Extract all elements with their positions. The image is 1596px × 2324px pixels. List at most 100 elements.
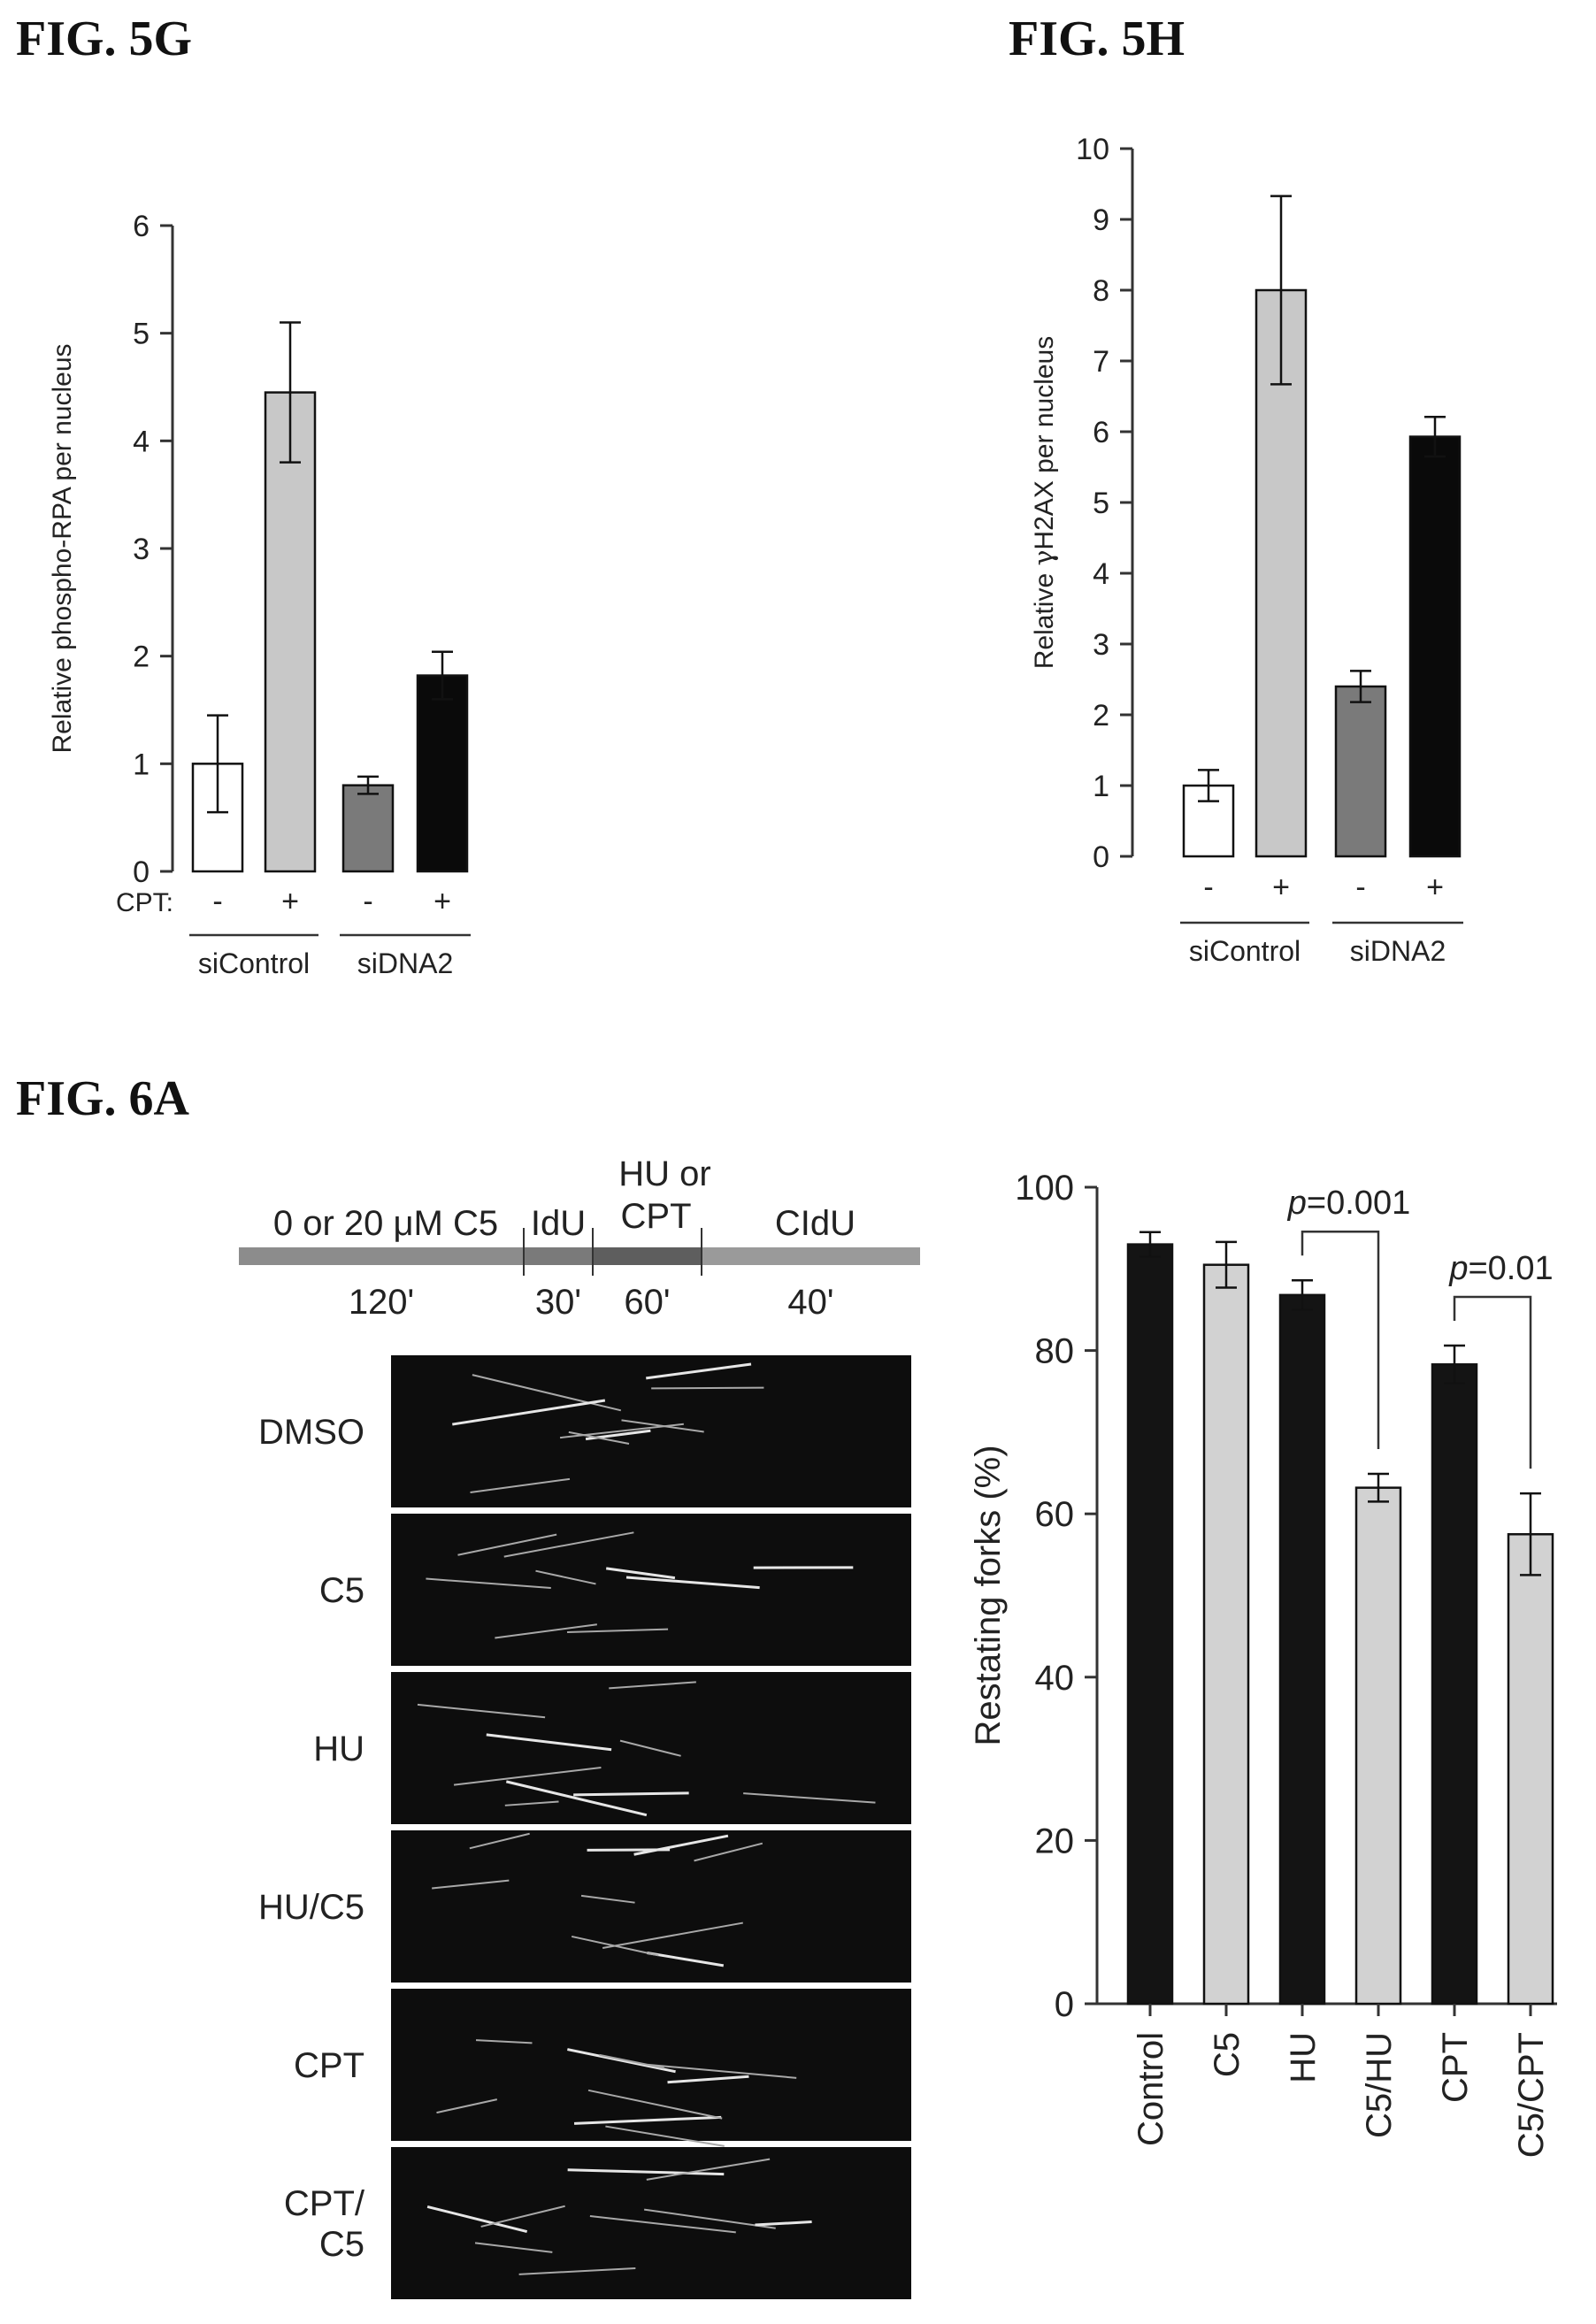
micrograph-label: CPT — [294, 2046, 364, 2085]
significance-bracket — [1301, 1230, 1380, 1449]
bar-cpt — [1431, 1363, 1478, 2006]
y-tick-label: 80 — [1035, 1332, 1075, 1371]
y-tick-label: 1 — [133, 748, 150, 781]
dna-fiber — [605, 2125, 725, 2147]
micrograph-background — [391, 1355, 911, 1507]
group-label: siDNA2 — [1350, 935, 1446, 967]
category-label: + — [1426, 871, 1444, 904]
bar-c5-hu — [1354, 1486, 1402, 2006]
timeline-duration: 30' — [535, 1283, 581, 1322]
dna-fiber — [472, 1374, 622, 1412]
timeline-duration: 40' — [787, 1283, 833, 1322]
micrograph-panel — [391, 1355, 911, 1507]
dna-fiber — [646, 1362, 752, 1380]
y-tick-label: 60 — [1035, 1495, 1075, 1534]
dna-fiber — [567, 2048, 676, 2074]
category-label: - — [1355, 871, 1365, 904]
p-value-label: p=0.001 — [1287, 1185, 1410, 1222]
micrograph-label: C5 — [319, 1571, 364, 1610]
dna-fiber — [667, 2075, 749, 2084]
y-axis-label: Restating forks (%) — [969, 1445, 1008, 1745]
dna-fiber — [694, 1842, 763, 1862]
y-tick-label: 4 — [1093, 557, 1109, 591]
dna-fiber — [602, 1921, 743, 1949]
micrograph-label: HU/C5 — [258, 1888, 364, 1927]
bar-3 — [1408, 435, 1462, 858]
micrograph-panel — [391, 1830, 911, 1983]
dna-fiber — [567, 2168, 725, 2176]
micrograph-panels: DMSO C5 HU HU/C5 CPT CPT/C5 — [258, 1355, 911, 2299]
category-label: - — [212, 885, 222, 918]
dna-fiber — [743, 1792, 876, 1804]
micrograph-background — [391, 1514, 911, 1666]
dna-fiber — [518, 2266, 636, 2275]
dna-fiber — [417, 1703, 546, 1719]
dna-fiber — [503, 1531, 634, 1558]
bar-2 — [341, 784, 395, 873]
timeline-label: CIdU — [775, 1204, 856, 1243]
dna-fiber — [619, 1739, 681, 1757]
y-tick-label: 7 — [1093, 345, 1109, 379]
dna-fiber — [470, 1477, 571, 1493]
dna-fiber — [651, 1386, 764, 1390]
y-tick-label: 2 — [1093, 699, 1109, 732]
dna-fiber — [605, 1567, 676, 1580]
fig-6a-chart: 0 20 40 60 80 100 Restating forks (%) Control C5… — [969, 1169, 1557, 2158]
bar-2 — [1334, 685, 1387, 858]
fig-5h-label: FIG. 5H — [1009, 12, 1185, 66]
timeline-segment-2 — [593, 1247, 702, 1265]
fig-6a-label: FIG. 6A — [16, 1071, 189, 1126]
dna-fiber — [580, 1894, 635, 1904]
timeline-segment-1 — [524, 1247, 593, 1265]
dna-fiber — [486, 1733, 612, 1752]
micrograph-label: CPT/ — [284, 2184, 365, 2223]
y-tick-label: 3 — [1093, 628, 1109, 662]
y-tick-label: 8 — [1093, 274, 1109, 308]
y-axis-label: Relative γH2AX per nucleus — [1029, 336, 1060, 669]
category-label: - — [363, 885, 372, 918]
y-tick-label: 20 — [1035, 1822, 1075, 1860]
bar-3 — [416, 674, 469, 873]
dna-fiber — [469, 1832, 530, 1850]
micrograph-background — [391, 1830, 911, 1983]
timeline-label: HU or — [618, 1154, 710, 1193]
dna-fiber — [505, 1780, 648, 1817]
group-label: siDNA2 — [357, 947, 453, 979]
timeline-segment-3 — [702, 1247, 920, 1265]
timeline-segment-0 — [239, 1247, 524, 1265]
micrograph-panel — [391, 1989, 911, 2147]
bar-control — [1126, 1243, 1174, 2006]
dna-fiber — [567, 1628, 669, 1634]
group-label: siControl — [198, 947, 310, 979]
timeline-label: 0 or 20 μM C5 — [273, 1204, 498, 1243]
dna-fiber — [571, 1935, 659, 1957]
y-tick-label: 100 — [1015, 1169, 1074, 1208]
micrograph-label: HU — [313, 1730, 364, 1768]
y-tick-label: 40 — [1035, 1659, 1075, 1698]
y-tick-label: 3 — [133, 533, 150, 566]
dna-fiber — [457, 1533, 557, 1556]
treatment-label: CPT: — [116, 888, 173, 917]
category-label: + — [1272, 871, 1290, 904]
dna-fiber — [633, 1834, 729, 1856]
x-tick-label: C5/CPT — [1512, 2032, 1551, 2158]
dna-fiber — [559, 1423, 684, 1439]
category-label: + — [281, 885, 299, 918]
dna-fiber — [474, 2242, 553, 2253]
x-tick-label: CPT — [1436, 2032, 1475, 2103]
dna-fiber — [646, 2158, 771, 2181]
timeline-label: IdU — [531, 1204, 586, 1243]
micrograph-panel — [391, 2147, 911, 2299]
group-label: siControl — [1189, 935, 1301, 967]
y-tick-label: 6 — [133, 210, 150, 243]
y-tick-label: 0 — [1093, 840, 1109, 874]
dna-fiber — [495, 1623, 597, 1639]
y-tick-label: 5 — [133, 318, 150, 351]
fig-5g-chart: 0 1 2 3 4 5 6 Relative phospho-RPA per nucleus -… — [48, 210, 471, 979]
dna-fiber — [436, 2098, 498, 2114]
fig-5h-chart: 0 1 2 3 4 5 6 7 8 9 10 Relative γH2AX per nucleus - +… — [1029, 133, 1463, 967]
dna-fiber — [647, 1952, 725, 1967]
dna-fiber — [504, 1800, 559, 1806]
p-value-label: p=0.01 — [1448, 1250, 1553, 1287]
y-tick-label: 2 — [133, 640, 150, 674]
